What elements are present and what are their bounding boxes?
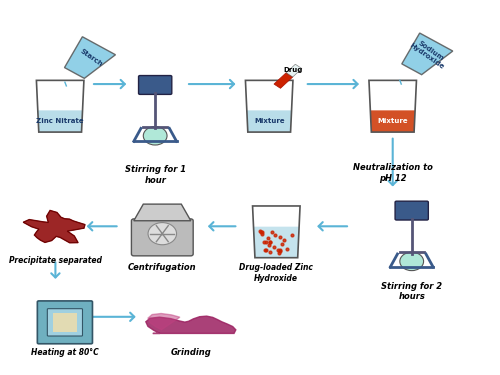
Polygon shape bbox=[370, 110, 415, 132]
Text: Neutralization to
pH 12: Neutralization to pH 12 bbox=[353, 164, 432, 183]
Text: Zinc Nitrate: Zinc Nitrate bbox=[36, 118, 84, 124]
Polygon shape bbox=[254, 226, 299, 258]
FancyBboxPatch shape bbox=[48, 309, 82, 336]
FancyBboxPatch shape bbox=[395, 201, 428, 220]
Text: Sodium
Hydroxide: Sodium Hydroxide bbox=[408, 37, 449, 71]
Polygon shape bbox=[286, 64, 302, 77]
Polygon shape bbox=[146, 316, 236, 333]
Polygon shape bbox=[402, 33, 453, 75]
Polygon shape bbox=[134, 204, 191, 221]
FancyBboxPatch shape bbox=[38, 301, 92, 344]
Text: Grinding: Grinding bbox=[170, 348, 211, 357]
Circle shape bbox=[148, 223, 176, 245]
Text: Precipitate separated: Precipitate separated bbox=[9, 256, 102, 265]
Circle shape bbox=[144, 126, 167, 145]
Text: Heating at 80°C: Heating at 80°C bbox=[31, 348, 99, 357]
Polygon shape bbox=[64, 37, 116, 78]
Circle shape bbox=[400, 252, 423, 271]
Text: Mixture: Mixture bbox=[378, 118, 408, 124]
Polygon shape bbox=[247, 110, 292, 132]
FancyBboxPatch shape bbox=[132, 219, 193, 256]
Polygon shape bbox=[148, 314, 180, 330]
Text: Stirring for 1
hour: Stirring for 1 hour bbox=[124, 165, 186, 185]
Text: Stirring for 2
hours: Stirring for 2 hours bbox=[381, 282, 442, 301]
Polygon shape bbox=[23, 210, 85, 243]
Text: Drug: Drug bbox=[284, 67, 302, 73]
Text: Mixture: Mixture bbox=[254, 118, 284, 124]
FancyBboxPatch shape bbox=[53, 313, 77, 332]
Text: Drug-loaded Zinc
Hydroxide: Drug-loaded Zinc Hydroxide bbox=[240, 263, 314, 283]
FancyBboxPatch shape bbox=[138, 75, 172, 94]
Polygon shape bbox=[274, 73, 292, 88]
Text: Starch: Starch bbox=[79, 48, 104, 68]
Text: Centrifugation: Centrifugation bbox=[128, 263, 196, 272]
Polygon shape bbox=[38, 110, 82, 132]
